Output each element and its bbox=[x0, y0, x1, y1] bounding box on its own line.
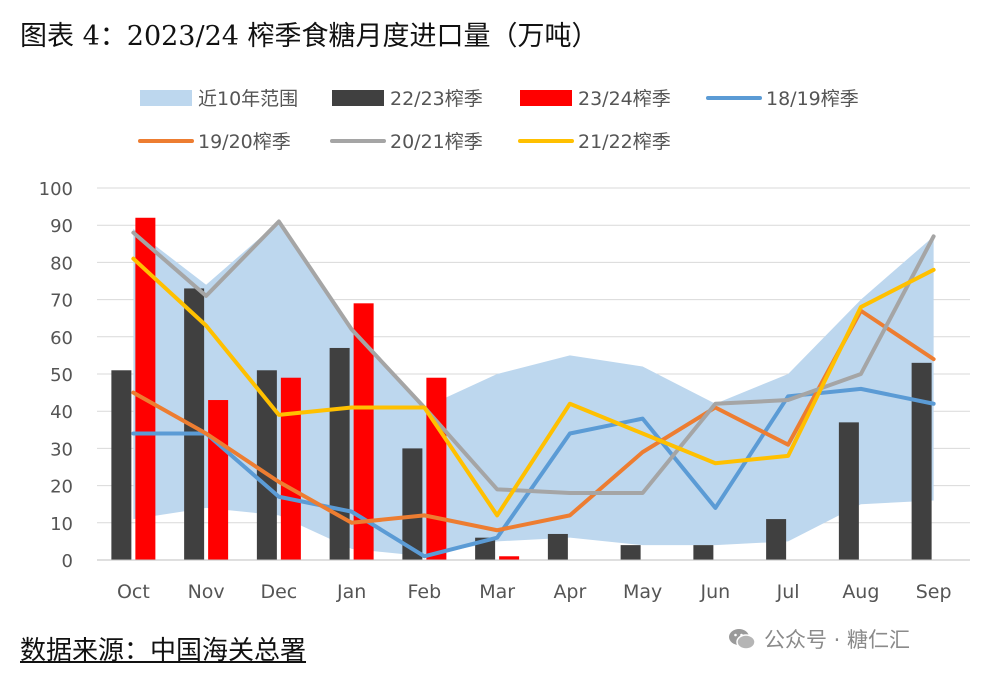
bar bbox=[184, 288, 205, 560]
legend-swatch bbox=[332, 90, 384, 106]
bar bbox=[693, 545, 714, 560]
watermark: 公众号 · 糖仁汇 bbox=[728, 624, 910, 654]
bar bbox=[426, 377, 447, 560]
bars bbox=[111, 217, 932, 560]
bar bbox=[911, 362, 932, 560]
series-line bbox=[131, 308, 936, 533]
x-tick-label: Apr bbox=[553, 581, 586, 603]
chart-title: 图表 4：2023/24 榨季食糖月度进口量（万吨） bbox=[20, 21, 599, 52]
legend-label: 20/21榨季 bbox=[390, 131, 483, 153]
wechat-icon bbox=[729, 629, 756, 650]
y-tick-label: 100 bbox=[39, 179, 73, 200]
y-tick-label: 50 bbox=[50, 365, 73, 386]
x-tick-label: Jan bbox=[336, 581, 366, 603]
legend-label: 近10年范围 bbox=[198, 88, 298, 110]
legend-label: 19/20榨季 bbox=[198, 131, 291, 153]
bar bbox=[280, 377, 301, 560]
y-tick-label: 90 bbox=[50, 216, 73, 237]
y-tick-label: 0 bbox=[62, 551, 73, 572]
bar bbox=[135, 217, 156, 560]
y-tick-label: 10 bbox=[50, 514, 73, 535]
bar bbox=[208, 400, 229, 560]
bar bbox=[547, 533, 568, 560]
y-tick-label: 30 bbox=[50, 439, 73, 460]
x-tick-label: Oct bbox=[117, 581, 150, 603]
x-tick-label: Jun bbox=[700, 581, 731, 603]
lines bbox=[131, 219, 936, 559]
y-tick-label: 70 bbox=[50, 291, 73, 312]
legend-swatch bbox=[140, 90, 192, 106]
x-tick-label: Aug bbox=[842, 581, 879, 603]
legend-label: 18/19榨季 bbox=[766, 88, 859, 110]
x-tick-label: Dec bbox=[260, 581, 297, 603]
series-line bbox=[131, 219, 936, 496]
legend: 近10年范围 22/23榨季 23/24榨季 18/19榨季 19/20榨季 20/21榨… bbox=[138, 88, 859, 153]
bar bbox=[402, 448, 423, 560]
data-source: 数据来源：中国海关总署 bbox=[20, 636, 307, 666]
y-tick-label: 40 bbox=[50, 402, 73, 423]
y-tick-label: 80 bbox=[50, 253, 73, 274]
series-line bbox=[131, 256, 936, 518]
bar bbox=[353, 303, 374, 560]
y-axis: 0 10 20 30 40 50 60 70 80 90 100 bbox=[39, 179, 73, 572]
bar bbox=[329, 347, 350, 560]
x-tick-label: Nov bbox=[188, 581, 225, 603]
y-tick-label: 60 bbox=[50, 328, 73, 349]
x-tick-label: Mar bbox=[479, 581, 515, 603]
y-tick-label: 20 bbox=[50, 477, 73, 498]
bar bbox=[766, 519, 787, 560]
bar bbox=[620, 545, 641, 560]
bar bbox=[499, 556, 520, 560]
legend-swatch bbox=[520, 90, 572, 106]
bar bbox=[111, 370, 132, 560]
bar bbox=[838, 422, 859, 560]
legend-label: 23/24榨季 bbox=[578, 88, 671, 110]
x-tick-label: Jul bbox=[776, 581, 800, 603]
x-tick-label: Sep bbox=[916, 581, 952, 603]
bar bbox=[256, 370, 277, 560]
x-tick-label: Feb bbox=[408, 581, 442, 603]
legend-label: 21/22榨季 bbox=[578, 131, 671, 153]
watermark-text: 公众号 · 糖仁汇 bbox=[764, 628, 911, 652]
legend-label: 22/23榨季 bbox=[390, 88, 483, 110]
x-tick-label: May bbox=[623, 581, 662, 603]
x-axis: Oct Nov Dec Jan Feb Mar Apr May Jun Jul Aug Sep bbox=[97, 559, 970, 603]
